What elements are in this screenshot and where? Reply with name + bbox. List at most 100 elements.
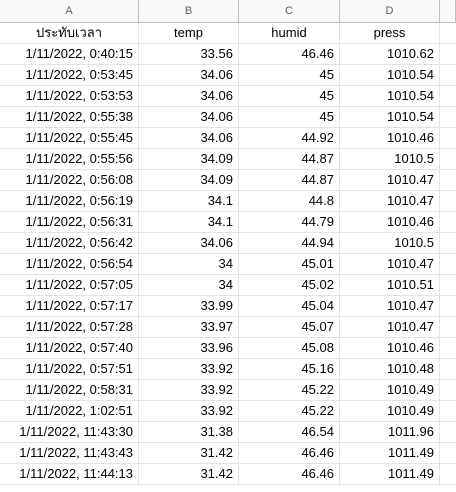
temp-cell[interactable]: 33.92 bbox=[139, 359, 239, 379]
temp-cell[interactable]: 33.92 bbox=[139, 380, 239, 400]
temp-cell[interactable]: 33.97 bbox=[139, 317, 239, 337]
temp-cell[interactable]: 34.1 bbox=[139, 212, 239, 232]
press-cell[interactable]: 1011.96 bbox=[340, 422, 440, 442]
press-cell[interactable]: 1010.5 bbox=[340, 149, 440, 169]
timestamp-cell[interactable]: 1/11/2022, 0:58:31 bbox=[0, 380, 139, 400]
humid-cell[interactable]: 45.16 bbox=[239, 359, 340, 379]
empty-cell[interactable] bbox=[440, 317, 456, 337]
empty-cell[interactable] bbox=[440, 65, 456, 85]
humid-cell[interactable]: 45.07 bbox=[239, 317, 340, 337]
press-cell[interactable]: 1010.47 bbox=[340, 317, 440, 337]
timestamp-cell[interactable]: 1/11/2022, 0:56:42 bbox=[0, 233, 139, 253]
temp-cell[interactable]: 34.06 bbox=[139, 233, 239, 253]
timestamp-cell[interactable]: 1/11/2022, 0:56:54 bbox=[0, 254, 139, 274]
timestamp-cell[interactable]: 1/11/2022, 0:57:51 bbox=[0, 359, 139, 379]
press-cell[interactable]: 1011.49 bbox=[340, 464, 440, 484]
empty-cell[interactable] bbox=[440, 254, 456, 274]
header-cell-timestamp[interactable]: ประทับเวลา bbox=[0, 23, 139, 43]
empty-cell[interactable] bbox=[440, 86, 456, 106]
press-cell[interactable]: 1010.48 bbox=[340, 359, 440, 379]
humid-cell[interactable]: 46.46 bbox=[239, 464, 340, 484]
empty-cell[interactable] bbox=[440, 233, 456, 253]
humid-cell[interactable]: 44.79 bbox=[239, 212, 340, 232]
humid-cell[interactable]: 46.54 bbox=[239, 422, 340, 442]
temp-cell[interactable]: 33.92 bbox=[139, 401, 239, 421]
timestamp-cell[interactable]: 1/11/2022, 0:56:19 bbox=[0, 191, 139, 211]
temp-cell[interactable]: 34 bbox=[139, 254, 239, 274]
humid-cell[interactable]: 45.01 bbox=[239, 254, 340, 274]
temp-cell[interactable]: 34.06 bbox=[139, 65, 239, 85]
humid-cell[interactable]: 46.46 bbox=[239, 443, 340, 463]
empty-cell[interactable] bbox=[440, 380, 456, 400]
humid-cell[interactable]: 44.87 bbox=[239, 170, 340, 190]
header-cell-temp[interactable]: temp bbox=[139, 23, 239, 43]
timestamp-cell[interactable]: 1/11/2022, 11:43:43 bbox=[0, 443, 139, 463]
empty-cell[interactable] bbox=[440, 128, 456, 148]
empty-cell[interactable] bbox=[440, 275, 456, 295]
empty-cell[interactable] bbox=[440, 107, 456, 127]
temp-cell[interactable]: 33.96 bbox=[139, 338, 239, 358]
temp-cell[interactable]: 34.06 bbox=[139, 107, 239, 127]
temp-cell[interactable]: 34.09 bbox=[139, 149, 239, 169]
humid-cell[interactable]: 45.22 bbox=[239, 380, 340, 400]
temp-cell[interactable]: 34.09 bbox=[139, 170, 239, 190]
press-cell[interactable]: 1010.54 bbox=[340, 65, 440, 85]
column-header-d[interactable]: D bbox=[340, 0, 440, 22]
timestamp-cell[interactable]: 1/11/2022, 0:55:56 bbox=[0, 149, 139, 169]
press-cell[interactable]: 1010.51 bbox=[340, 275, 440, 295]
press-cell[interactable]: 1010.46 bbox=[340, 212, 440, 232]
press-cell[interactable]: 1010.54 bbox=[340, 86, 440, 106]
column-header-b[interactable]: B bbox=[139, 0, 239, 22]
timestamp-cell[interactable]: 1/11/2022, 0:57:40 bbox=[0, 338, 139, 358]
timestamp-cell[interactable]: 1/11/2022, 0:53:45 bbox=[0, 65, 139, 85]
column-header-e[interactable] bbox=[440, 0, 456, 22]
press-cell[interactable]: 1010.47 bbox=[340, 191, 440, 211]
temp-cell[interactable]: 33.56 bbox=[139, 44, 239, 64]
temp-cell[interactable]: 34.1 bbox=[139, 191, 239, 211]
humid-cell[interactable]: 44.87 bbox=[239, 149, 340, 169]
press-cell[interactable]: 1010.62 bbox=[340, 44, 440, 64]
humid-cell[interactable]: 45.08 bbox=[239, 338, 340, 358]
temp-cell[interactable]: 33.99 bbox=[139, 296, 239, 316]
press-cell[interactable]: 1010.46 bbox=[340, 338, 440, 358]
press-cell[interactable]: 1010.47 bbox=[340, 296, 440, 316]
timestamp-cell[interactable]: 1/11/2022, 0:56:31 bbox=[0, 212, 139, 232]
humid-cell[interactable]: 45 bbox=[239, 65, 340, 85]
timestamp-cell[interactable]: 1/11/2022, 11:44:13 bbox=[0, 464, 139, 484]
humid-cell[interactable]: 46.46 bbox=[239, 44, 340, 64]
humid-cell[interactable]: 45.02 bbox=[239, 275, 340, 295]
timestamp-cell[interactable]: 1/11/2022, 1:02:51 bbox=[0, 401, 139, 421]
press-cell[interactable]: 1010.49 bbox=[340, 380, 440, 400]
column-header-c[interactable]: C bbox=[239, 0, 340, 22]
press-cell[interactable]: 1010.49 bbox=[340, 401, 440, 421]
empty-cell[interactable] bbox=[440, 170, 456, 190]
empty-cell[interactable] bbox=[440, 191, 456, 211]
timestamp-cell[interactable]: 1/11/2022, 0:56:08 bbox=[0, 170, 139, 190]
humid-cell[interactable]: 45.04 bbox=[239, 296, 340, 316]
press-cell[interactable]: 1010.47 bbox=[340, 254, 440, 274]
empty-cell[interactable] bbox=[440, 338, 456, 358]
humid-cell[interactable]: 44.92 bbox=[239, 128, 340, 148]
empty-cell[interactable] bbox=[440, 443, 456, 463]
temp-cell[interactable]: 31.42 bbox=[139, 443, 239, 463]
press-cell[interactable]: 1010.54 bbox=[340, 107, 440, 127]
timestamp-cell[interactable]: 1/11/2022, 0:57:17 bbox=[0, 296, 139, 316]
empty-cell[interactable] bbox=[440, 359, 456, 379]
empty-cell[interactable] bbox=[440, 212, 456, 232]
header-cell-press[interactable]: press bbox=[340, 23, 440, 43]
press-cell[interactable]: 1010.47 bbox=[340, 170, 440, 190]
timestamp-cell[interactable]: 1/11/2022, 0:53:53 bbox=[0, 86, 139, 106]
timestamp-cell[interactable]: 1/11/2022, 0:57:05 bbox=[0, 275, 139, 295]
empty-cell[interactable] bbox=[440, 296, 456, 316]
temp-cell[interactable]: 34.06 bbox=[139, 128, 239, 148]
header-cell-humid[interactable]: humid bbox=[239, 23, 340, 43]
empty-cell[interactable] bbox=[440, 44, 456, 64]
empty-cell[interactable] bbox=[440, 422, 456, 442]
humid-cell[interactable]: 45 bbox=[239, 86, 340, 106]
temp-cell[interactable]: 34.06 bbox=[139, 86, 239, 106]
empty-cell[interactable] bbox=[440, 149, 456, 169]
timestamp-cell[interactable]: 1/11/2022, 0:55:38 bbox=[0, 107, 139, 127]
press-cell[interactable]: 1010.46 bbox=[340, 128, 440, 148]
temp-cell[interactable]: 31.42 bbox=[139, 464, 239, 484]
humid-cell[interactable]: 44.94 bbox=[239, 233, 340, 253]
